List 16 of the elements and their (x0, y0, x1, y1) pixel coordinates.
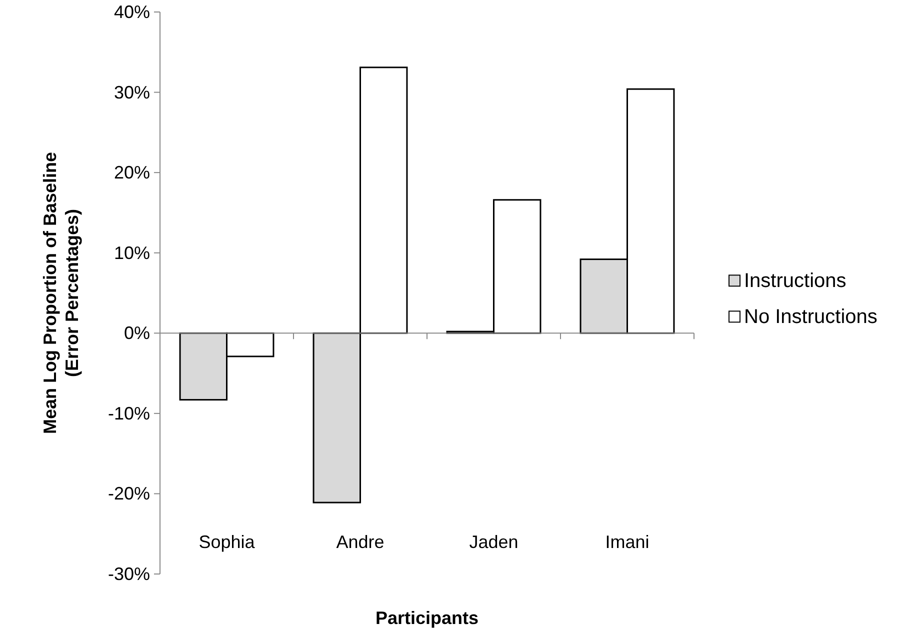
x-tick-label: Imani (605, 532, 650, 552)
x-tick-label: Sophia (198, 532, 256, 552)
y-tick-label: 10% (114, 242, 150, 263)
legend-label: No Instructions (744, 306, 878, 328)
y-axis-title: Mean Log Proportion of Baseline (Error Percentages) (40, 152, 82, 434)
x-tick-label: Andre (336, 532, 384, 552)
x-axis-title: Participants (375, 608, 479, 628)
y-tick-label: -10% (108, 403, 150, 424)
y-tick-label: 30% (114, 82, 150, 102)
y-tick-label: -30% (108, 564, 150, 584)
x-tick-label: Jaden (469, 532, 518, 552)
y-tick-label: 20% (114, 162, 150, 183)
y-tick-label: 0% (124, 323, 150, 344)
legend-label: Instructions (744, 270, 846, 292)
y-tick-label: 40% (114, 2, 150, 22)
y-tick-label: -20% (108, 484, 150, 504)
